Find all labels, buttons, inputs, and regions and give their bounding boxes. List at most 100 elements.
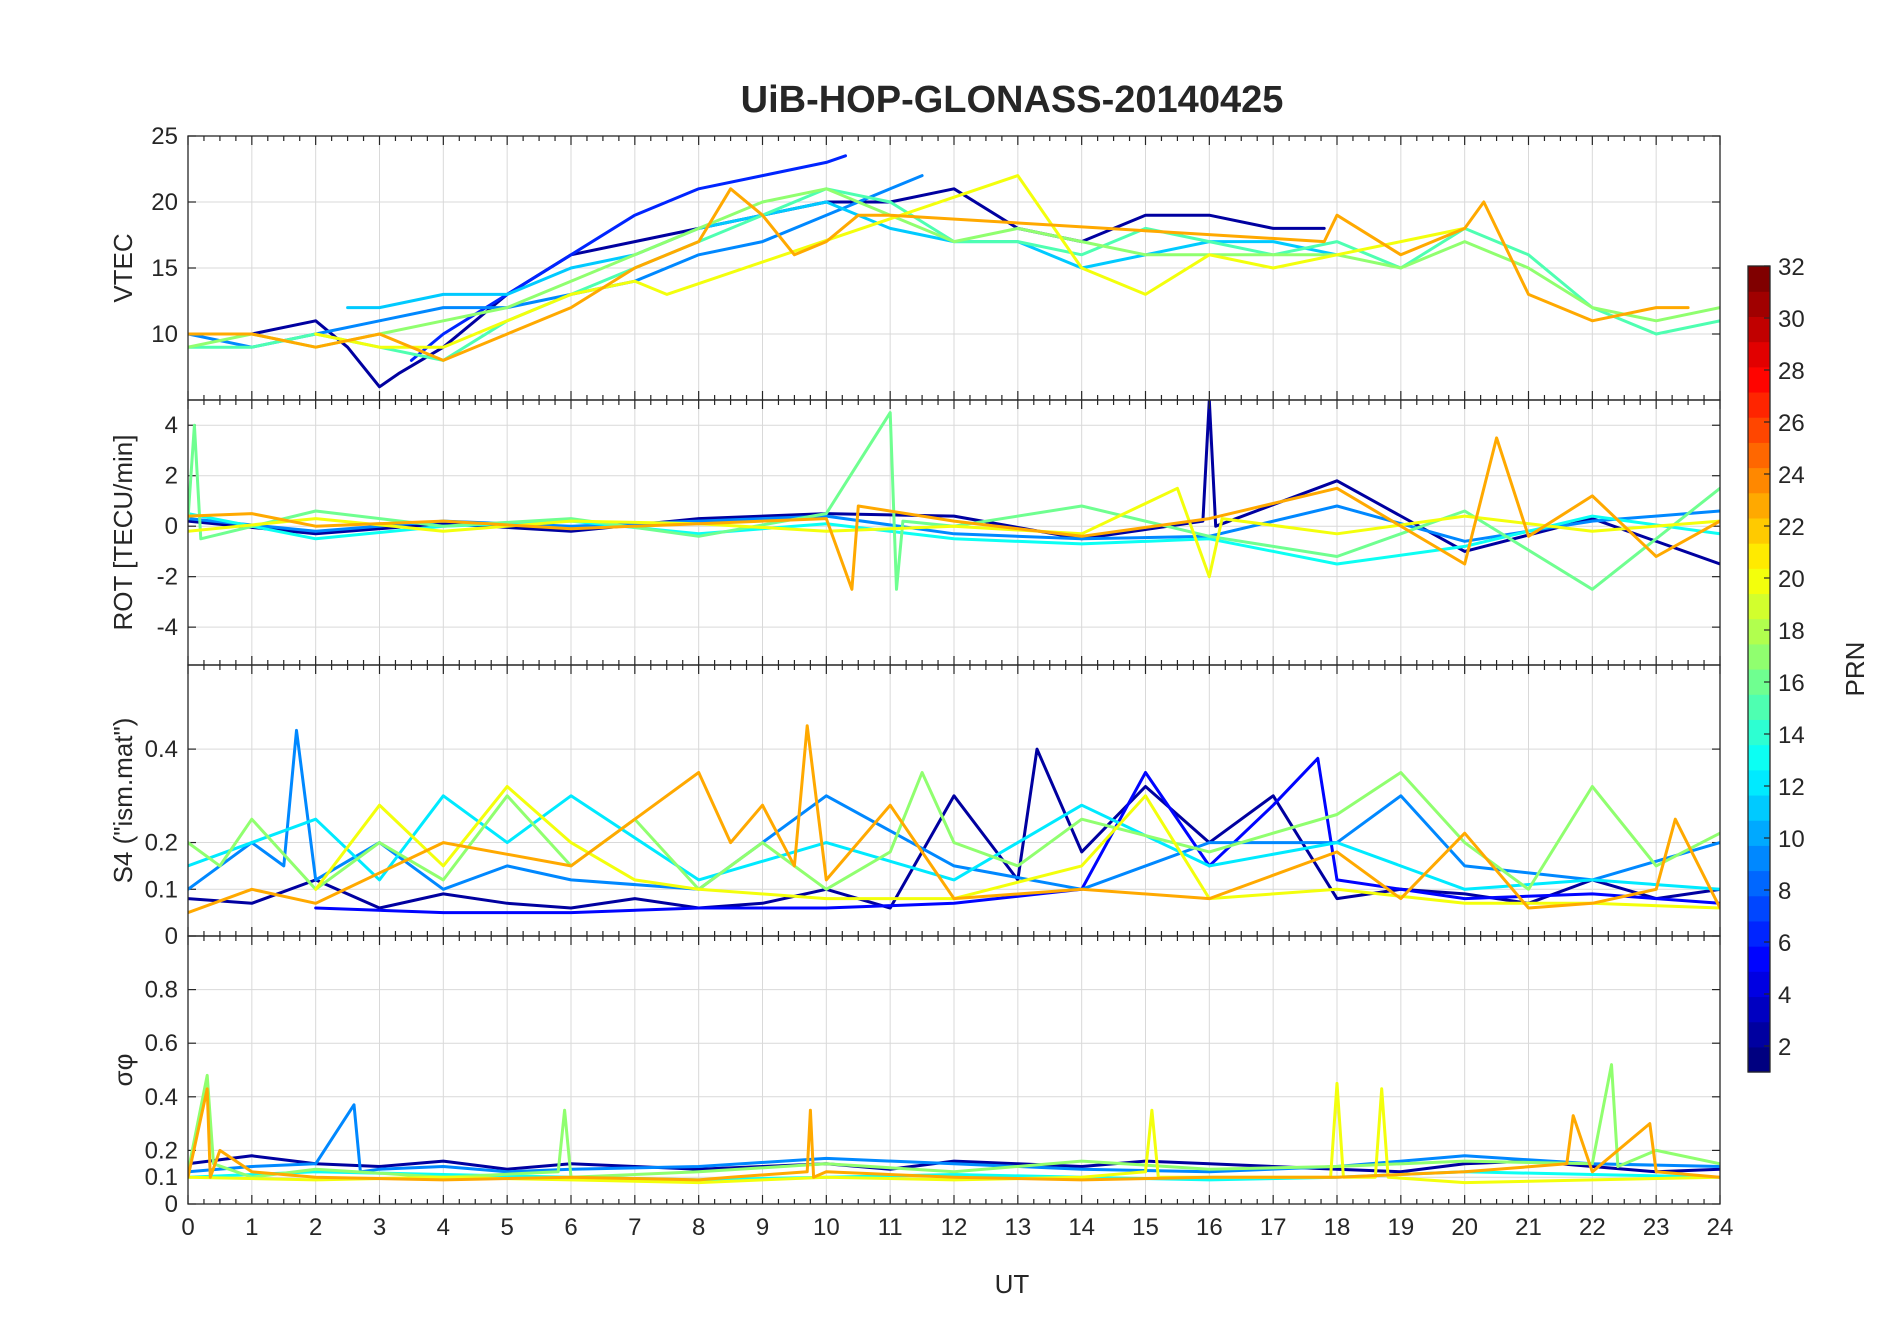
x-tick-label: 9 — [756, 1214, 769, 1241]
colorbar-tick-label: 2 — [1778, 1034, 1791, 1061]
series-prn-9 — [188, 174, 924, 349]
x-tick-label: 12 — [941, 1214, 968, 1241]
y-tick-label: 0.4 — [145, 736, 178, 763]
x-tick-label: 14 — [1068, 1214, 1095, 1241]
colorbar-segment — [1748, 266, 1770, 292]
series-prn-11 — [346, 200, 1339, 310]
colorbar-segment — [1748, 391, 1770, 418]
colorbar-tick-label: 20 — [1778, 566, 1805, 593]
colorbar-frame — [1747, 265, 1771, 1073]
chart-title: UiB-HOP-GLONASS-20140425 — [741, 79, 1284, 121]
series-prn-17 — [188, 771, 1720, 891]
series-prn-20 — [314, 785, 1720, 910]
y-tick-label: 0 — [165, 513, 178, 540]
x-tick-label: 11 — [878, 1214, 903, 1241]
colorbar-tick-label: 6 — [1778, 930, 1791, 957]
x-tick-label: 23 — [1643, 1214, 1670, 1241]
colorbar-label: PRN — [1840, 642, 1870, 697]
colorbar-segment — [1748, 517, 1770, 544]
colorbar-segment — [1748, 543, 1770, 569]
y-axis-label: S4 ("ism.mat") — [108, 718, 138, 884]
x-tick-label: 8 — [692, 1214, 705, 1241]
series-prn-16 — [188, 411, 1720, 591]
series-prn-12 — [188, 794, 1720, 891]
colorbar-segment — [1748, 492, 1770, 519]
colorbar-tick-label: 32 — [1778, 254, 1805, 281]
series-prn-23 — [188, 724, 1720, 915]
colorbar-tick-label: 28 — [1778, 358, 1805, 385]
x-tick-label: 3 — [373, 1214, 386, 1241]
y-tick-label: 25 — [151, 123, 178, 150]
colorbar-segment — [1748, 794, 1770, 821]
y-tick-label: 0 — [165, 923, 178, 950]
panel-vtec: 10 15 20 25 VTEC — [108, 123, 1721, 401]
y-tick-label: 2 — [165, 463, 178, 490]
y-tick-label: 0.1 — [145, 1164, 178, 1191]
colorbar-segment — [1748, 467, 1770, 494]
colorbar-segment — [1748, 971, 1770, 998]
colorbar-tick-label: 4 — [1778, 982, 1791, 1009]
axes-frame — [187, 935, 1721, 1205]
colorbar-segment — [1748, 643, 1770, 670]
x-axis-label: UT — [995, 1269, 1030, 1299]
y-axis-label: ROT [TECU/min] — [108, 435, 138, 631]
x-tick-label: 22 — [1579, 1214, 1606, 1241]
colorbar-segment — [1748, 895, 1770, 922]
series-prn-17 — [188, 187, 1720, 349]
colorbar-tick-label: 24 — [1778, 462, 1805, 489]
x-tick-label: 21 — [1515, 1214, 1542, 1241]
colorbar-tick-label: 14 — [1778, 722, 1805, 749]
y-tick-label: -4 — [157, 614, 178, 641]
y-tick-label: 20 — [151, 189, 178, 216]
series-prn-20 — [188, 486, 1720, 579]
series-group — [188, 1063, 1720, 1185]
series-prn-2 — [188, 1154, 1720, 1174]
y-axis-label: σφ — [108, 1054, 138, 1087]
colorbar-tick-label: 22 — [1778, 514, 1805, 541]
y-tick-label: 0.2 — [145, 1137, 178, 1164]
series-prn-2 — [188, 747, 1720, 910]
x-tick-label: 15 — [1132, 1214, 1159, 1241]
colorbar-segment — [1748, 593, 1770, 620]
colorbar-segment — [1748, 1021, 1770, 1048]
colorbar-tick-label: 8 — [1778, 878, 1791, 905]
x-tick-label: 10 — [813, 1214, 840, 1241]
x-tick-label: 6 — [564, 1214, 577, 1241]
colorbar-segment — [1748, 417, 1770, 443]
y-tick-label: 0.1 — [145, 876, 178, 903]
x-tick-label: 19 — [1387, 1214, 1414, 1241]
colorbar-segment — [1748, 316, 1770, 343]
x-tick-label: 20 — [1451, 1214, 1478, 1241]
y-tick-label: 0.2 — [145, 830, 178, 857]
series-prn-23 — [188, 1087, 1720, 1182]
colorbar-segment — [1748, 669, 1770, 695]
series-prn-6 — [409, 154, 847, 362]
colorbar-segment — [1748, 920, 1770, 947]
x-tick-label: 7 — [628, 1214, 641, 1241]
colorbar-tick-label: 10 — [1778, 826, 1805, 853]
colorbar-segment — [1748, 996, 1770, 1023]
y-tick-label: 0 — [165, 1191, 178, 1218]
y-tick-label: 10 — [151, 321, 178, 348]
y-axis-label: VTEC — [108, 233, 138, 302]
colorbar-segment — [1748, 946, 1770, 972]
x-tick-label: 4 — [437, 1214, 450, 1241]
y-tick-label: -2 — [157, 564, 178, 591]
x-tick-label: 1 — [245, 1214, 258, 1241]
colorbar-segment — [1748, 618, 1770, 645]
x-tick-label: 18 — [1324, 1214, 1351, 1241]
x-tick-label: 13 — [1004, 1214, 1031, 1241]
colorbar-segment — [1748, 568, 1770, 595]
y-tick-label: 0.6 — [145, 1030, 178, 1057]
y-tick-label: 0.8 — [145, 977, 178, 1004]
colorbar-segment — [1748, 1046, 1770, 1073]
series-group — [188, 400, 1720, 591]
series-prn-5 — [314, 756, 1720, 915]
panel-rot: -4 -2 0 2 4 ROT [TECU/min] — [108, 399, 1721, 666]
x-tick-label: 2 — [309, 1214, 322, 1241]
x-tick-label: 0 — [181, 1214, 194, 1241]
colorbar-segment — [1748, 744, 1770, 771]
